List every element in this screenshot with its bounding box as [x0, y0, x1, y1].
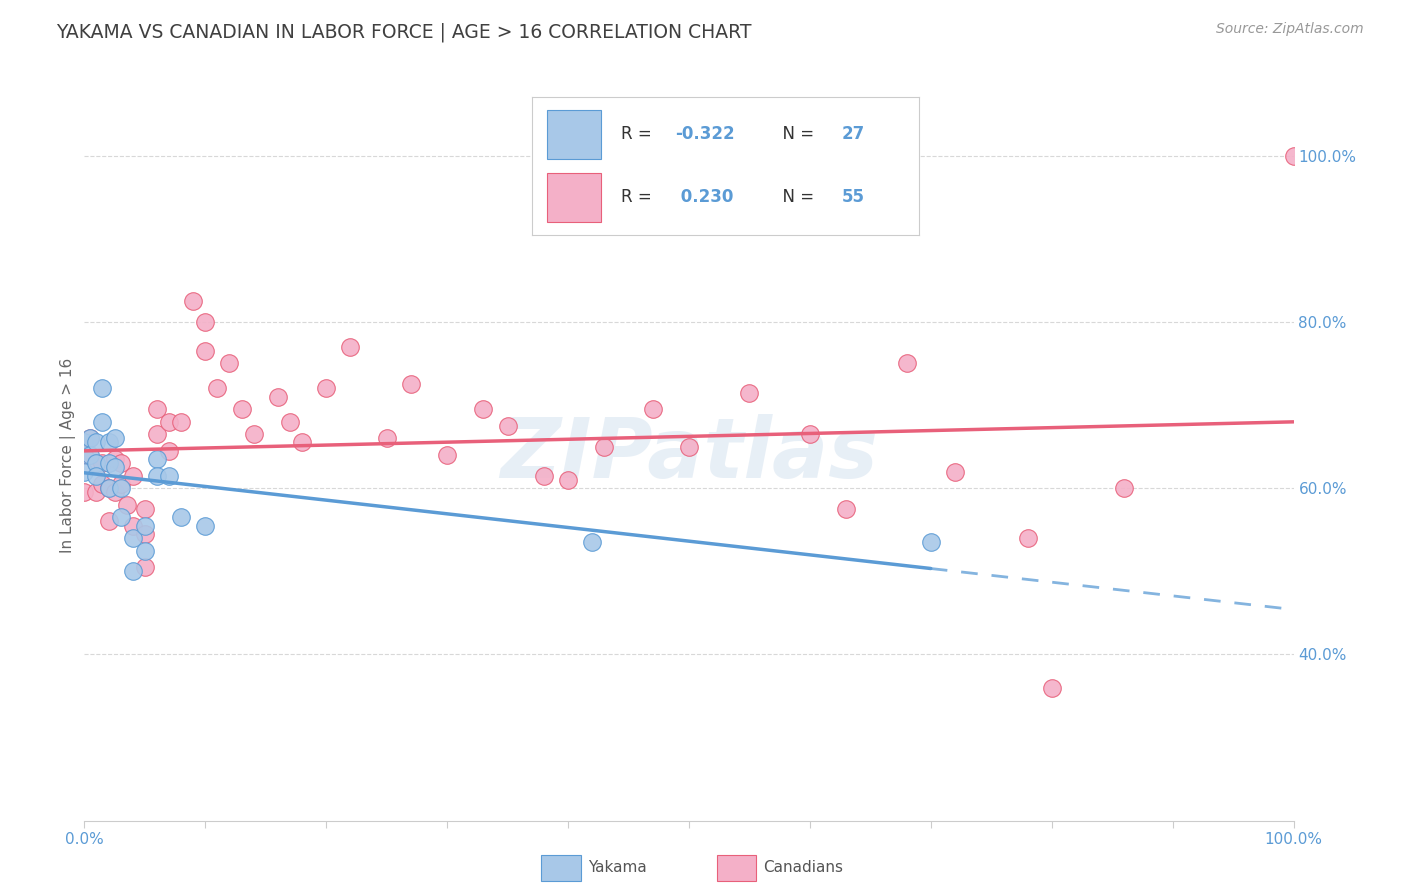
- Point: [91, 381, 114, 395]
- Point: [134, 518, 156, 533]
- Point: [496, 418, 519, 433]
- Point: [218, 357, 240, 371]
- Point: [181, 294, 204, 309]
- Point: [157, 468, 180, 483]
- Point: [134, 527, 156, 541]
- Point: [641, 402, 664, 417]
- Point: [121, 531, 143, 545]
- Point: [91, 477, 114, 491]
- Point: [97, 435, 120, 450]
- Point: [73, 485, 96, 500]
- Point: [86, 468, 108, 483]
- Point: [104, 485, 127, 500]
- Point: [278, 415, 301, 429]
- Point: [194, 344, 217, 359]
- Point: [86, 485, 108, 500]
- Point: [194, 518, 217, 533]
- Point: [1114, 481, 1136, 495]
- Point: [267, 390, 290, 404]
- Point: [110, 477, 132, 491]
- Point: [86, 456, 108, 470]
- Point: [738, 385, 761, 400]
- Point: [134, 543, 156, 558]
- Point: [157, 415, 180, 429]
- Point: [231, 402, 253, 417]
- Point: [581, 535, 603, 549]
- Point: [110, 456, 132, 470]
- Point: [557, 473, 579, 487]
- Point: [375, 431, 398, 445]
- Point: [79, 448, 101, 462]
- Point: [121, 518, 143, 533]
- Point: [134, 502, 156, 516]
- Point: [315, 381, 337, 395]
- Y-axis label: In Labor Force | Age > 16: In Labor Force | Age > 16: [60, 358, 76, 552]
- Point: [194, 315, 217, 329]
- Point: [146, 468, 169, 483]
- Point: [436, 448, 458, 462]
- Point: [110, 510, 132, 524]
- Point: [1017, 531, 1039, 545]
- Point: [115, 498, 138, 512]
- Point: [472, 402, 495, 417]
- Point: [207, 381, 229, 395]
- Point: [79, 431, 101, 445]
- Text: Yakama: Yakama: [588, 861, 647, 875]
- Point: [86, 456, 108, 470]
- Point: [91, 415, 114, 429]
- Point: [79, 431, 101, 445]
- Point: [291, 435, 314, 450]
- Point: [896, 357, 918, 371]
- Point: [121, 564, 143, 578]
- Point: [97, 515, 120, 529]
- Text: Canadians: Canadians: [763, 861, 844, 875]
- Point: [110, 481, 132, 495]
- Point: [146, 427, 169, 442]
- Point: [533, 468, 555, 483]
- Point: [91, 456, 114, 470]
- Point: [399, 377, 422, 392]
- Point: [73, 448, 96, 462]
- Point: [86, 435, 108, 450]
- Point: [1040, 681, 1063, 695]
- Point: [146, 402, 169, 417]
- Point: [104, 452, 127, 467]
- Point: [678, 440, 700, 454]
- Point: [73, 465, 96, 479]
- Point: [97, 456, 120, 470]
- Point: [799, 427, 821, 442]
- Point: [835, 502, 858, 516]
- Point: [920, 535, 942, 549]
- Point: [593, 440, 616, 454]
- Point: [73, 435, 96, 450]
- Point: [97, 481, 120, 495]
- Point: [104, 431, 127, 445]
- Point: [170, 510, 193, 524]
- Text: Source: ZipAtlas.com: Source: ZipAtlas.com: [1216, 22, 1364, 37]
- Point: [146, 452, 169, 467]
- Point: [104, 460, 127, 475]
- Point: [157, 443, 180, 458]
- Point: [943, 465, 966, 479]
- Point: [170, 415, 193, 429]
- Text: YAKAMA VS CANADIAN IN LABOR FORCE | AGE > 16 CORRELATION CHART: YAKAMA VS CANADIAN IN LABOR FORCE | AGE …: [56, 22, 752, 42]
- Point: [242, 427, 264, 442]
- Point: [97, 481, 120, 495]
- Point: [339, 340, 361, 354]
- Point: [134, 560, 156, 574]
- Point: [1282, 149, 1305, 163]
- Text: ZIPatlas: ZIPatlas: [501, 415, 877, 495]
- Point: [121, 468, 143, 483]
